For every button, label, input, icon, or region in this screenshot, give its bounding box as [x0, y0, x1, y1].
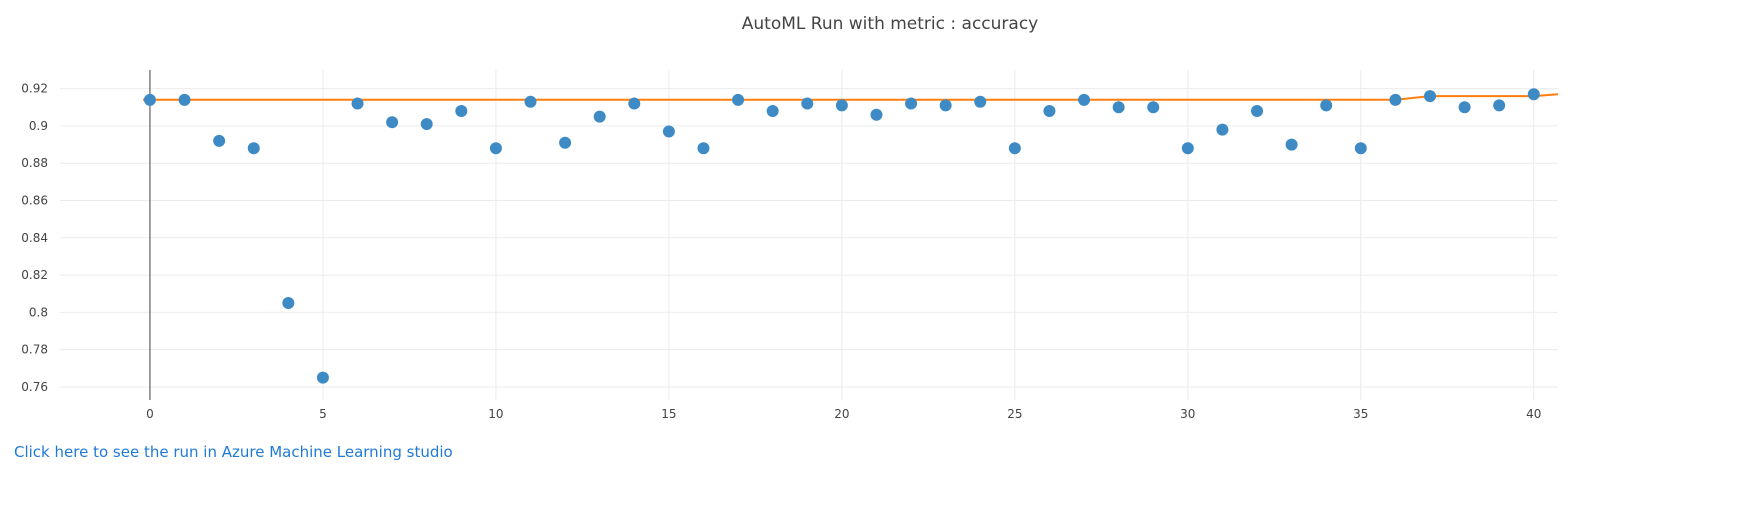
- data-point: [1493, 99, 1506, 112]
- x-tick-label: 0: [146, 407, 154, 421]
- data-point: [1008, 142, 1021, 155]
- x-tick-label: 30: [1180, 407, 1195, 421]
- data-point: [766, 105, 779, 118]
- data-point: [386, 116, 399, 129]
- data-point: [1181, 142, 1194, 155]
- data-point: [1147, 101, 1160, 114]
- data-point: [974, 95, 987, 108]
- y-tick-label: 0.92: [21, 82, 48, 96]
- x-tick-label: 40: [1526, 407, 1541, 421]
- data-point: [1112, 101, 1125, 114]
- data-point: [835, 99, 848, 112]
- data-point: [455, 105, 468, 118]
- open-run-link[interactable]: Click here to see the run in Azure Machi…: [14, 443, 453, 461]
- x-tick-label: 20: [834, 407, 849, 421]
- data-point: [1043, 105, 1056, 118]
- data-points: [143, 88, 1540, 384]
- y-tick-label: 0.82: [21, 268, 48, 282]
- data-point: [801, 97, 814, 110]
- data-point: [1285, 138, 1298, 151]
- x-tick-label: 25: [1007, 407, 1022, 421]
- data-point: [316, 371, 329, 384]
- data-point: [628, 97, 641, 110]
- data-point: [143, 93, 156, 106]
- data-point: [905, 97, 918, 110]
- data-point: [524, 95, 537, 108]
- data-point: [732, 93, 745, 106]
- y-tick-label: 0.78: [21, 343, 48, 357]
- data-point: [351, 97, 364, 110]
- chart-area: 0 5 10 15 20 25 30 35 40 0.76 0.78 0.8 0.82 0.84 0.86…: [21, 14, 1559, 421]
- data-point: [662, 125, 675, 138]
- x-tick-label: 5: [319, 407, 327, 421]
- y-axis-ticks: 0.76 0.78 0.8 0.82 0.84 0.86 0.88 0.9 0.92: [21, 82, 48, 394]
- data-point: [1078, 93, 1091, 106]
- y-tick-label: 0.8: [29, 305, 48, 319]
- data-point: [282, 297, 295, 310]
- y-tick-label: 0.76: [21, 380, 48, 394]
- data-point: [1423, 90, 1436, 103]
- data-point: [1354, 142, 1367, 155]
- x-tick-label: 15: [661, 407, 676, 421]
- data-point: [247, 142, 260, 155]
- data-point: [1527, 88, 1540, 101]
- data-point: [939, 99, 952, 112]
- data-point: [593, 110, 606, 123]
- chart-title: AutoML Run with metric : accuracy: [742, 14, 1038, 34]
- data-point: [1251, 105, 1264, 118]
- x-axis-ticks: 0 5 10 15 20 25 30 35 40: [146, 407, 1541, 421]
- y-tick-label: 0.84: [21, 231, 48, 245]
- grid-lines: [60, 70, 1558, 400]
- data-point: [559, 136, 572, 149]
- data-point: [1458, 101, 1471, 114]
- data-point: [213, 134, 226, 147]
- data-point: [1389, 93, 1402, 106]
- y-tick-label: 0.9: [29, 119, 48, 133]
- data-point: [697, 142, 710, 155]
- data-point: [870, 108, 883, 121]
- y-tick-label: 0.88: [21, 156, 48, 170]
- y-tick-label: 0.86: [21, 194, 48, 208]
- data-point: [489, 142, 502, 155]
- x-tick-label: 10: [488, 407, 503, 421]
- accuracy-scatter-chart: 0 5 10 15 20 25 30 35 40 0.76 0.78 0.8 0.82 0.84 0.86…: [21, 14, 1559, 421]
- data-point: [1216, 123, 1229, 136]
- data-point: [178, 93, 191, 106]
- data-point: [420, 118, 433, 131]
- x-tick-label: 35: [1353, 407, 1368, 421]
- data-point: [1320, 99, 1333, 112]
